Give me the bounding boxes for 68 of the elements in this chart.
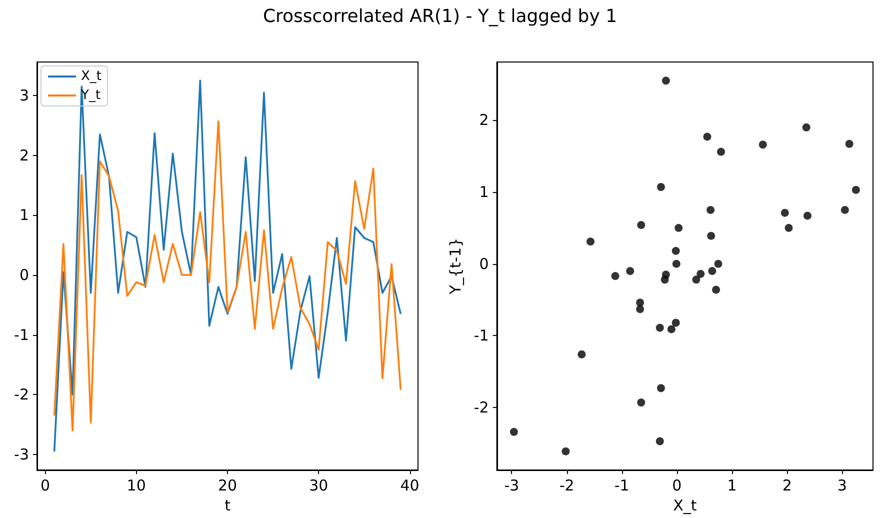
y-tick-label: 0 bbox=[19, 266, 29, 284]
point bbox=[758, 140, 767, 149]
x-tick-label: 20 bbox=[218, 476, 238, 494]
x-tick-label: -1 bbox=[614, 476, 630, 494]
point bbox=[712, 286, 720, 294]
x-tick-label: 2 bbox=[782, 476, 792, 494]
point bbox=[708, 267, 716, 276]
point bbox=[717, 148, 725, 156]
point bbox=[674, 224, 683, 232]
point bbox=[660, 276, 669, 284]
y-tick-label: -2 bbox=[474, 398, 489, 417]
point bbox=[626, 267, 634, 276]
x-axis-title: X_t bbox=[673, 496, 697, 514]
chart-title: Crosscorrelated AR(1) - Y_t lagged by 1 bbox=[262, 6, 618, 27]
y-tick-label: -3 bbox=[14, 445, 29, 464]
y-axis-title: Y_{t-1} bbox=[446, 238, 464, 296]
y-tick-label: 1 bbox=[479, 183, 489, 202]
point bbox=[703, 132, 712, 141]
point bbox=[802, 123, 810, 132]
x-tick-label: 1 bbox=[727, 476, 737, 494]
point bbox=[637, 221, 646, 230]
x-axis-title: t bbox=[224, 496, 231, 514]
line-series bbox=[53, 120, 402, 432]
point bbox=[611, 272, 620, 280]
point bbox=[667, 325, 676, 334]
y-tick-label: 3 bbox=[19, 86, 29, 104]
point bbox=[578, 350, 586, 358]
point bbox=[840, 206, 849, 214]
point bbox=[780, 208, 789, 217]
x-tick-label: 3 bbox=[837, 476, 847, 494]
point bbox=[662, 76, 670, 85]
y-tick-label: -1 bbox=[474, 326, 489, 345]
x-tick-label: 10 bbox=[126, 476, 146, 494]
y-tick-label: -1 bbox=[14, 326, 29, 344]
x-tick-label: -3 bbox=[504, 476, 520, 494]
point bbox=[562, 447, 570, 456]
point bbox=[714, 260, 722, 268]
x-tick-label: -2 bbox=[559, 476, 574, 494]
point bbox=[656, 437, 664, 446]
point bbox=[672, 246, 680, 255]
point bbox=[586, 238, 594, 246]
x-tick-label: 0 bbox=[672, 476, 682, 494]
point bbox=[656, 324, 664, 332]
point bbox=[656, 182, 665, 191]
point bbox=[706, 206, 715, 214]
y-tick-label: 2 bbox=[19, 146, 29, 164]
x-tick-label: 30 bbox=[309, 476, 328, 494]
point bbox=[637, 398, 646, 406]
point bbox=[707, 232, 716, 240]
point bbox=[696, 270, 705, 278]
x-tick-label: 40 bbox=[400, 476, 420, 494]
point bbox=[636, 305, 644, 314]
y-tick-label: 1 bbox=[19, 206, 29, 224]
point bbox=[510, 428, 518, 436]
point bbox=[845, 140, 854, 148]
y-tick-label: -2 bbox=[14, 386, 29, 404]
point bbox=[852, 186, 860, 194]
point bbox=[656, 384, 665, 392]
point bbox=[692, 276, 700, 284]
legend-label: X_t bbox=[81, 69, 102, 84]
point bbox=[803, 212, 812, 220]
point bbox=[636, 298, 644, 307]
point bbox=[784, 224, 793, 232]
x-tick-label: 0 bbox=[40, 476, 50, 494]
y-tick-label: 2 bbox=[479, 111, 489, 130]
point bbox=[672, 318, 680, 327]
point bbox=[672, 260, 680, 268]
y-tick-label: 0 bbox=[479, 254, 489, 273]
